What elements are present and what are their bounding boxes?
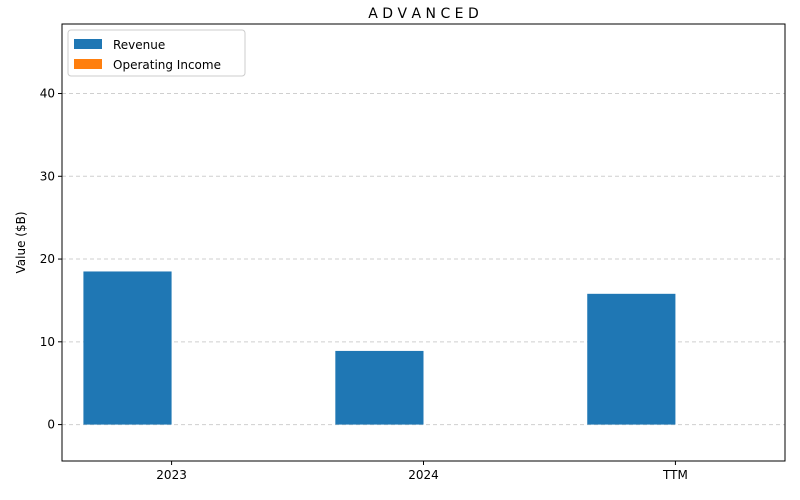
legend-box xyxy=(67,29,246,77)
legend: Revenue Operating Income xyxy=(67,29,246,77)
bar-revenue-2024 xyxy=(335,350,424,425)
y-axis-title: Value ($B) xyxy=(14,212,28,274)
bar-revenue-ttm xyxy=(587,293,676,425)
y-tick-label-2: 20 xyxy=(40,252,55,266)
bar-revenue-2023 xyxy=(83,271,172,425)
legend-label-1: Operating Income xyxy=(113,58,221,72)
legend-swatch-1 xyxy=(74,59,102,69)
x-axis-ticks: 2023 2024 TTM xyxy=(156,461,688,482)
y-tick-label-0: 0 xyxy=(47,418,55,432)
y-tick-label-4: 40 xyxy=(40,87,55,101)
chart-title: A D V A N C E D xyxy=(368,6,479,22)
legend-swatch-0 xyxy=(74,39,102,49)
legend-label-0: Revenue xyxy=(113,38,165,52)
x-tick-label-2: TTM xyxy=(662,468,688,482)
y-axis-ticks: 0 10 20 30 40 xyxy=(40,87,62,432)
x-tick-label-1: 2024 xyxy=(408,468,439,482)
bars xyxy=(83,271,676,425)
y-tick-label-1: 10 xyxy=(40,335,55,349)
y-tick-label-3: 30 xyxy=(40,169,55,183)
x-tick-label-0: 2023 xyxy=(156,468,187,482)
